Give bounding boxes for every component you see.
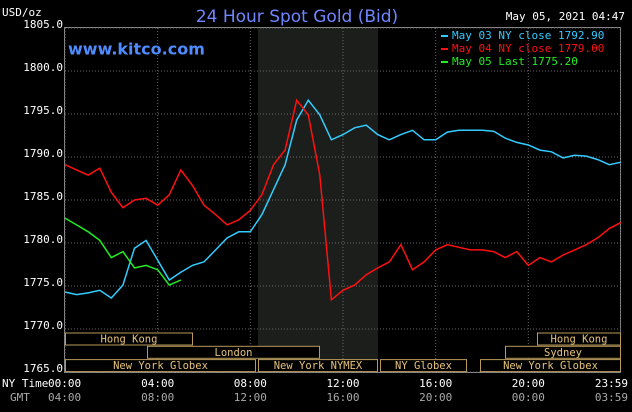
session-label: New York NYMEX — [274, 360, 363, 372]
x-tick-label: 00:00 — [48, 377, 81, 390]
session-bar — [505, 345, 621, 359]
session-bar — [147, 345, 320, 359]
legend-label: May 04 NY close 1779.00 — [452, 42, 604, 55]
x-tick-label: 08:00 — [234, 377, 267, 390]
x2-tick-label: 20:00 — [419, 391, 452, 404]
y-tick-label: 1790.0 — [23, 147, 63, 160]
session-bar — [65, 359, 256, 373]
x2-tick-label: 12:00 — [234, 391, 267, 404]
legend-label: May 03 NY close 1792.90 — [452, 29, 604, 42]
x2-tick-label: 00:00 — [512, 391, 545, 404]
session-bar — [537, 332, 621, 346]
session-bar — [480, 359, 621, 373]
site-label: www.kitco.com — [68, 40, 205, 59]
y-tick-label: 1795.0 — [23, 104, 63, 117]
session-label: New York Globex — [503, 360, 598, 372]
session-label: New York Globex — [113, 360, 208, 372]
session-label: Hong Kong — [101, 334, 158, 346]
timestamp: May 05, 2021 04:47 — [506, 10, 625, 23]
x-tick-label: 20:00 — [512, 377, 545, 390]
session-label: Hong Kong — [551, 334, 608, 346]
session-bar — [380, 359, 467, 373]
y-tick-label: 1780.0 — [23, 233, 63, 246]
y-tick-label: 1775.0 — [23, 276, 63, 289]
x2-tick-label: 16:00 — [326, 391, 359, 404]
y-tick-label: 1770.0 — [23, 319, 63, 332]
x-row-label: NY Time — [2, 377, 48, 390]
y-tick-label: 1765.0 — [23, 362, 63, 375]
y-tick-label: 1785.0 — [23, 190, 63, 203]
session-label: London — [215, 347, 253, 359]
session-label: Sydney — [544, 347, 582, 359]
series-line — [64, 217, 182, 287]
x-tick-label: 12:00 — [326, 377, 359, 390]
chart-title: 24 Hour Spot Gold (Bid) — [196, 7, 398, 27]
x-tick-label: 23:59 — [595, 377, 628, 390]
session-bar — [258, 359, 378, 373]
session-label: NY Globex — [395, 360, 452, 372]
x2-tick-label: 08:00 — [141, 391, 174, 404]
x2-tick-label: 04:00 — [48, 391, 81, 404]
x-tick-label: 04:00 — [141, 377, 174, 390]
x2-tick-label: 03:59 — [595, 391, 628, 404]
y-tick-label: 1800.0 — [23, 61, 63, 74]
session-bar — [65, 332, 193, 346]
series-line — [64, 98, 622, 299]
series-line — [64, 98, 622, 302]
x-tick-label: 16:00 — [419, 377, 452, 390]
unit-label: USD/oz — [2, 6, 42, 19]
legend-label: May 05 Last 1775.20 — [452, 55, 578, 68]
x2-row-label: GMT — [10, 391, 30, 404]
y-tick-label: 1805.0 — [23, 18, 63, 31]
